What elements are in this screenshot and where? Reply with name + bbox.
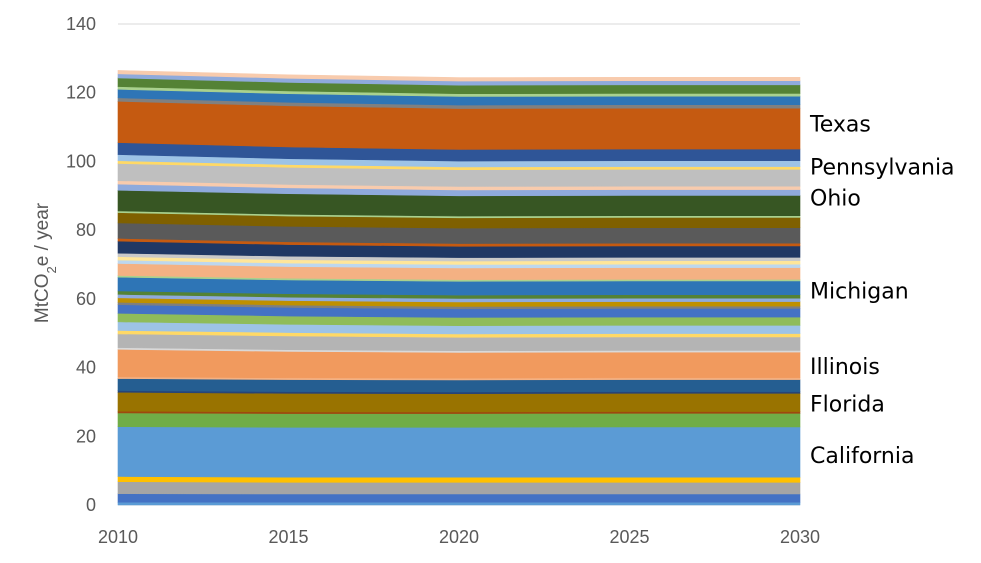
state-label-pennsylvania: Pennsylvania bbox=[810, 156, 955, 181]
y-axis-ticks: 0 20 40 60 80 100 120 140 bbox=[66, 14, 96, 515]
area-layer bbox=[117, 481, 801, 495]
y-tick-label: 100 bbox=[66, 151, 96, 171]
x-tick-label: 2020 bbox=[439, 527, 479, 547]
y-tick-label: 40 bbox=[76, 358, 96, 378]
y-tick-label: 80 bbox=[76, 220, 96, 240]
state-label-ohio: Ohio bbox=[810, 187, 861, 212]
area-layer bbox=[117, 412, 801, 428]
x-axis-ticks: 2010 2015 2020 2025 2030 bbox=[98, 527, 820, 547]
y-tick-label: 120 bbox=[66, 83, 96, 103]
x-tick-label: 2010 bbox=[98, 527, 138, 547]
state-label-florida: Florida bbox=[810, 393, 885, 418]
state-label-michigan: Michigan bbox=[810, 279, 909, 304]
area-layer bbox=[117, 493, 801, 503]
y-tick-label: 20 bbox=[76, 426, 96, 446]
x-tick-label: 2030 bbox=[780, 527, 820, 547]
area-layers bbox=[117, 70, 801, 506]
area-layer bbox=[117, 349, 801, 379]
y-tick-label: 0 bbox=[86, 495, 96, 515]
state-label-illinois: Illinois bbox=[810, 355, 880, 380]
y-tick-label: 60 bbox=[76, 289, 96, 309]
area-layer bbox=[117, 501, 801, 506]
area-layer bbox=[117, 378, 801, 393]
state-label-california: California bbox=[810, 444, 914, 469]
y-axis-label: MtCO2e / year bbox=[32, 202, 59, 323]
area-layer bbox=[117, 426, 801, 478]
y-tick-label: 140 bbox=[66, 14, 96, 34]
x-tick-label: 2025 bbox=[609, 527, 649, 547]
state-labels: Texas Pennsylvania Ohio Michigan Illinois Flo… bbox=[809, 113, 955, 470]
state-label-texas: Texas bbox=[809, 113, 871, 138]
area-layer bbox=[117, 392, 801, 413]
x-tick-label: 2015 bbox=[268, 527, 308, 547]
area-layer bbox=[117, 70, 801, 82]
